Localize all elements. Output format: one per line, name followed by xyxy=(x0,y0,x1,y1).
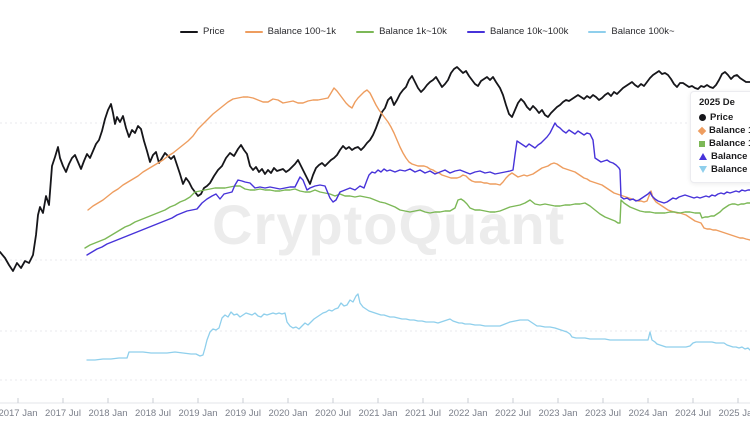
legend-item-label: Balance 100k~ xyxy=(611,26,675,37)
x-axis-label: 2023 Jul xyxy=(585,408,621,419)
x-axis-label: 2021 Jul xyxy=(405,408,441,419)
tooltip-row-label: Balance 1k~10k xyxy=(709,138,750,149)
legend-item-label: Balance 100~1k xyxy=(267,26,337,37)
tooltip-row: Balance 10k~100k xyxy=(699,150,750,163)
tooltip-row-label: Balance 100~1k xyxy=(709,125,750,136)
x-axis-label: 2022 Jul xyxy=(495,408,531,419)
legend-dash-icon xyxy=(588,30,607,33)
tooltip-rows: Price Balance 100~1k Balance 1k~10k Balance… xyxy=(697,111,750,176)
tri-up-marker-icon xyxy=(699,153,707,160)
legend-item-balance-100-1k[interactable]: Balance 100~1k xyxy=(244,26,337,37)
series-line-balance-1k-10k[interactable] xyxy=(84,185,750,249)
x-axis-label: 2018 Jul xyxy=(135,408,171,419)
x-axis-label: 2022 Jan xyxy=(448,408,487,419)
legend-item-price[interactable]: Price xyxy=(180,26,225,37)
legend-item-label: Balance 10k~100k xyxy=(489,26,569,37)
legend-item-label: Price xyxy=(203,26,225,37)
series-line-balance-100k-[interactable] xyxy=(86,293,750,361)
tooltip-row: Balance 100k~ xyxy=(699,163,750,176)
x-axis-label: 2017 Jan xyxy=(0,408,38,419)
circle-marker-icon xyxy=(699,114,706,121)
tooltip-row-label: Balance 10k~100k xyxy=(711,151,750,162)
x-axis-label: 2017 Jul xyxy=(45,408,81,419)
x-axis-label: 2024 Jan xyxy=(628,408,667,419)
legend-item-balance-10k-100k[interactable]: Balance 10k~100k xyxy=(466,26,569,37)
tri-down-marker-icon xyxy=(699,166,707,173)
x-axis-label: 2021 Jan xyxy=(358,408,397,419)
tooltip: 2025 De Price Balance 100~1k Balance 1k~10… xyxy=(690,91,750,183)
x-axis-label: 2025 Jan xyxy=(718,408,750,419)
tooltip-date: 2025 De xyxy=(699,97,735,108)
legend-item-balance-100k-[interactable]: Balance 100k~ xyxy=(588,26,675,37)
legend: Price Balance 100~1k Balance 1k~10k Balance… xyxy=(180,26,675,37)
x-axis-label: 2019 Jan xyxy=(178,408,217,419)
x-axis-label: 2019 Jul xyxy=(225,408,261,419)
tooltip-row: Balance 1k~10k xyxy=(699,137,750,150)
tooltip-row-label: Price xyxy=(710,112,734,123)
x-axis-label: 2020 Jul xyxy=(315,408,351,419)
legend-dash-icon xyxy=(466,30,485,33)
diamond-marker-icon xyxy=(697,126,707,135)
tooltip-row: Price xyxy=(699,111,750,124)
legend-dash-icon xyxy=(356,30,375,33)
series-line-balance-10k-100k[interactable] xyxy=(86,122,750,256)
legend-dash-icon xyxy=(180,30,198,33)
square-marker-icon xyxy=(699,140,705,147)
x-axis-label: 2024 Jul xyxy=(675,408,711,419)
x-axis-label: 2020 Jan xyxy=(268,408,307,419)
series-line-balance-100-1k[interactable] xyxy=(87,87,750,241)
legend-item-label: Balance 1k~10k xyxy=(379,26,447,37)
legend-item-balance-1k-10k[interactable]: Balance 1k~10k xyxy=(356,26,447,37)
x-axis-label: 2023 Jan xyxy=(538,408,577,419)
series-line-price[interactable] xyxy=(0,66,750,272)
x-axis-label: 2018 Jan xyxy=(88,408,127,419)
tooltip-row-label: Balance 100k~ xyxy=(711,164,750,175)
legend-dash-icon xyxy=(244,30,263,33)
tooltip-row: Balance 100~1k xyxy=(697,124,750,137)
